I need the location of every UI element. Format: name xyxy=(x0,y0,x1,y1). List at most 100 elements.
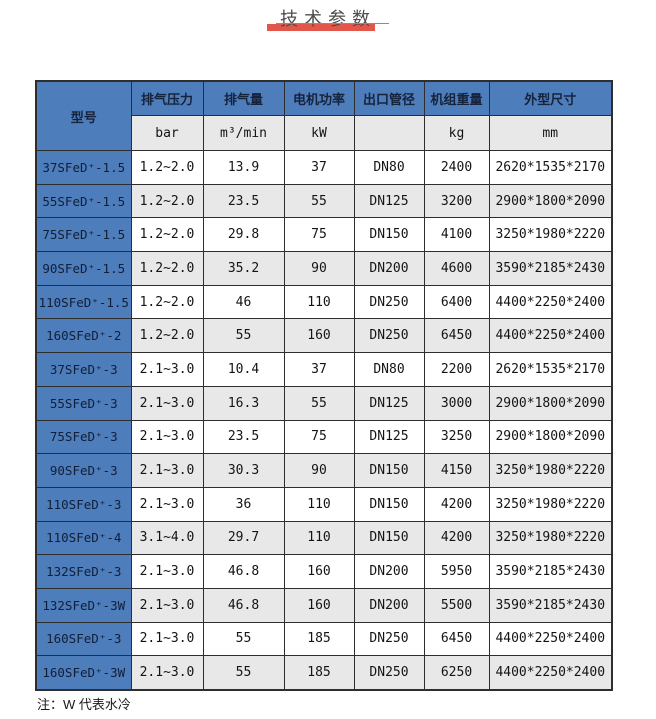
exhaust-volume-cell: 46.8 xyxy=(202,554,285,589)
outlet-diameter-cell: DN125 xyxy=(353,385,425,421)
model-cell: 37SFeD⁺-1.5 xyxy=(35,150,132,185)
exhaust-pressure-cell: 2.1~3.0 xyxy=(130,621,204,657)
unit-weight-cell: 3200 xyxy=(423,183,490,219)
unit-outlet-diameter xyxy=(353,115,425,151)
model-cell: 132SFeD⁺-3W xyxy=(35,587,132,623)
motor-power-cell: 160 xyxy=(283,318,355,354)
exhaust-pressure-cell: 2.1~3.0 xyxy=(130,587,204,623)
exhaust-volume-cell: 46 xyxy=(202,284,285,320)
motor-power-cell: 55 xyxy=(283,183,355,219)
unit-weight-cell: 2400 xyxy=(423,150,490,185)
exhaust-volume-cell: 36 xyxy=(202,486,285,522)
unit-weight-cell: 3000 xyxy=(423,385,490,421)
table-row: 37SFeD⁺-3 2.1~3.0 10.4 37 DN80 2200 2620*1535*… xyxy=(35,352,613,387)
outlet-diameter-cell: DN80 xyxy=(353,150,425,185)
col-header-unit-weight: 机组重量 xyxy=(423,80,490,116)
col-header-motor-power: 电机功率 xyxy=(283,80,355,116)
dimensions-cell: 2900*1800*2090 xyxy=(488,183,613,219)
outlet-diameter-cell: DN150 xyxy=(353,486,425,522)
footnote: 注：W 代表水冷 xyxy=(37,697,131,712)
dimensions-cell: 3590*2185*2430 xyxy=(488,251,613,286)
exhaust-volume-cell: 10.4 xyxy=(202,352,285,387)
table-row: 110SFeD⁺-1.5 1.2~2.0 46 110 DN250 6400 4400*22… xyxy=(35,284,613,320)
unit-weight-cell: 2200 xyxy=(423,352,490,387)
table-row: 55SFeD⁺-3 2.1~3.0 16.3 55 DN125 3000 2900*1800… xyxy=(35,385,613,421)
exhaust-volume-cell: 30.3 xyxy=(202,453,285,488)
outlet-diameter-cell: DN200 xyxy=(353,251,425,286)
table-row: 75SFeD⁺-3 2.1~3.0 23.5 75 DN125 3250 2900*1800… xyxy=(35,419,613,455)
outlet-diameter-cell: DN150 xyxy=(353,217,425,253)
outlet-diameter-cell: DN250 xyxy=(353,284,425,320)
unit-motor-power: kW xyxy=(283,115,355,151)
table-row: 160SFeD⁺-3 2.1~3.0 55 185 DN250 6450 4400*2250… xyxy=(35,621,613,657)
motor-power-cell: 185 xyxy=(283,621,355,657)
exhaust-volume-cell: 35.2 xyxy=(202,251,285,286)
dimensions-cell: 2900*1800*2090 xyxy=(488,419,613,455)
model-cell: 110SFeD⁺-1.5 xyxy=(35,284,132,320)
outlet-diameter-cell: DN200 xyxy=(353,587,425,623)
model-cell: 90SFeD⁺-1.5 xyxy=(35,251,132,286)
dimensions-cell: 3250*1980*2220 xyxy=(488,453,613,488)
outlet-diameter-cell: DN150 xyxy=(353,453,425,488)
dimensions-cell: 3250*1980*2220 xyxy=(488,217,613,253)
spec-table-header: 型号 排气压力 排气量 电机功率 出口管径 机组重量 外型尺寸 bar m³/min kW kg m… xyxy=(35,80,613,151)
motor-power-cell: 160 xyxy=(283,587,355,623)
spec-table-body: 37SFeD⁺-1.5 1.2~2.0 13.9 37 DN80 2400 2620*153… xyxy=(35,150,613,690)
unit-weight-cell: 6250 xyxy=(423,655,490,690)
outlet-diameter-cell: DN250 xyxy=(353,318,425,354)
exhaust-volume-cell: 55 xyxy=(202,621,285,657)
model-cell: 110SFeD⁺-3 xyxy=(35,486,132,522)
table-row: 160SFeD⁺-2 1.2~2.0 55 160 DN250 6450 4400*2250… xyxy=(35,318,613,354)
exhaust-volume-cell: 46.8 xyxy=(202,587,285,623)
dimensions-cell: 3590*2185*2430 xyxy=(488,587,613,623)
dimensions-cell: 4400*2250*2400 xyxy=(488,284,613,320)
outlet-diameter-cell: DN250 xyxy=(353,621,425,657)
model-cell: 132SFeD⁺-3 xyxy=(35,554,132,589)
outlet-diameter-cell: DN250 xyxy=(353,655,425,690)
dimensions-cell: 4400*2250*2400 xyxy=(488,621,613,657)
exhaust-pressure-cell: 2.1~3.0 xyxy=(130,419,204,455)
header-label-row: 型号 排气压力 排气量 电机功率 出口管径 机组重量 外型尺寸 xyxy=(35,80,613,151)
model-cell: 160SFeD⁺-2 xyxy=(35,318,132,354)
dimensions-cell: 2620*1535*2170 xyxy=(488,352,613,387)
model-cell: 160SFeD⁺-3W xyxy=(35,655,132,690)
dimensions-cell: 2900*1800*2090 xyxy=(488,385,613,421)
motor-power-cell: 55 xyxy=(283,385,355,421)
dimensions-cell: 4400*2250*2400 xyxy=(488,318,613,354)
motor-power-cell: 75 xyxy=(283,217,355,253)
motor-power-cell: 75 xyxy=(283,419,355,455)
exhaust-pressure-cell: 2.1~3.0 xyxy=(130,554,204,589)
model-cell: 75SFeD⁺-1.5 xyxy=(35,217,132,253)
exhaust-pressure-cell: 1.2~2.0 xyxy=(130,284,204,320)
unit-exhaust-volume: m³/min xyxy=(202,115,285,151)
outlet-diameter-cell: DN125 xyxy=(353,419,425,455)
motor-power-cell: 110 xyxy=(283,486,355,522)
unit-weight-cell: 6450 xyxy=(423,621,490,657)
dimensions-cell: 3250*1980*2220 xyxy=(488,520,613,556)
unit-weight-cell: 6450 xyxy=(423,318,490,354)
model-cell: 55SFeD⁺-1.5 xyxy=(35,183,132,219)
exhaust-pressure-cell: 2.1~3.0 xyxy=(130,352,204,387)
model-cell: 37SFeD⁺-3 xyxy=(35,352,132,387)
table-row: 90SFeD⁺-3 2.1~3.0 30.3 90 DN150 4150 3250*1980… xyxy=(35,453,613,488)
unit-unit-weight: kg xyxy=(423,115,490,151)
model-cell: 160SFeD⁺-3 xyxy=(35,621,132,657)
model-cell: 90SFeD⁺-3 xyxy=(35,453,132,488)
dimensions-cell: 2620*1535*2170 xyxy=(488,150,613,185)
table-row: 110SFeD⁺-4 3.1~4.0 29.7 110 DN150 4200 3250*19… xyxy=(35,520,613,556)
motor-power-cell: 110 xyxy=(283,284,355,320)
exhaust-pressure-cell: 3.1~4.0 xyxy=(130,520,204,556)
unit-weight-cell: 4200 xyxy=(423,486,490,522)
unit-weight-cell: 4600 xyxy=(423,251,490,286)
dimensions-cell: 3590*2185*2430 xyxy=(488,554,613,589)
col-header-outlet-diameter: 出口管径 xyxy=(353,80,425,116)
outlet-diameter-cell: DN80 xyxy=(353,352,425,387)
table-row: 110SFeD⁺-3 2.1~3.0 36 110 DN150 4200 3250*1980… xyxy=(35,486,613,522)
spec-table: 型号 排气压力 排气量 电机功率 出口管径 机组重量 外型尺寸 bar m³/min kW kg m… xyxy=(35,80,613,691)
exhaust-volume-cell: 16.3 xyxy=(202,385,285,421)
dimensions-cell: 4400*2250*2400 xyxy=(488,655,613,690)
dimensions-cell: 3250*1980*2220 xyxy=(488,486,613,522)
table-row: 132SFeD⁺-3W 2.1~3.0 46.8 160 DN200 5500 3590*2… xyxy=(35,587,613,623)
col-header-exhaust-pressure: 排气压力 xyxy=(130,80,204,116)
table-row: 37SFeD⁺-1.5 1.2~2.0 13.9 37 DN80 2400 2620*153… xyxy=(35,150,613,185)
